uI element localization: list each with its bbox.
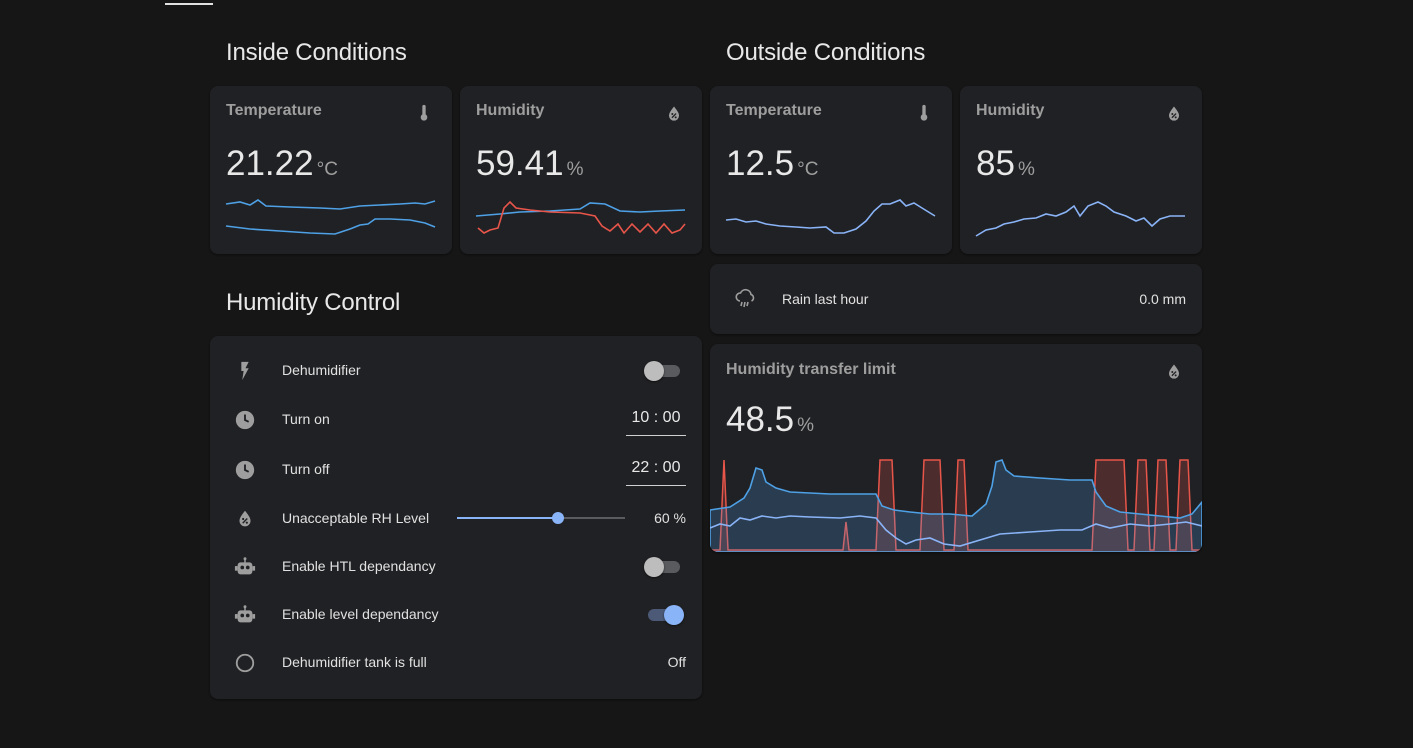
card-title: Humidity bbox=[976, 102, 1045, 119]
turn-off-time-input[interactable]: 22 : 00 bbox=[626, 451, 686, 486]
thermometer-icon bbox=[920, 104, 928, 121]
row-label: Unacceptable RH Level bbox=[282, 510, 430, 526]
row-label: Turn off bbox=[282, 461, 330, 477]
card-title: Humidity transfer limit bbox=[726, 361, 896, 378]
temperature-value: 21.22 °C bbox=[226, 144, 338, 183]
humidity-transfer-limit-chart bbox=[710, 459, 1202, 552]
level-dependancy-toggle[interactable] bbox=[644, 605, 684, 625]
rh-level-slider[interactable] bbox=[457, 512, 625, 524]
rh-level-value: 60 % bbox=[654, 510, 686, 526]
section-title-humidity-control: Humidity Control bbox=[226, 289, 401, 316]
inside-temperature-card[interactable]: Temperature 21.22 °C bbox=[210, 86, 452, 254]
inside-humidity-sparkline bbox=[475, 200, 686, 235]
row-label: Turn on bbox=[282, 411, 330, 427]
weather-pouring-icon bbox=[735, 288, 755, 308]
clock-icon bbox=[235, 410, 255, 430]
row-htl-dependancy[interactable]: Enable HTL dependancy bbox=[210, 546, 702, 586]
slider-handle[interactable] bbox=[551, 512, 564, 524]
outside-temperature-card[interactable]: Temperature 12.5 °C bbox=[710, 86, 952, 254]
humidity-value: 59.41% bbox=[476, 144, 584, 183]
outside-humidity-sparkline bbox=[975, 201, 1185, 237]
card-title: Temperature bbox=[726, 102, 822, 119]
rain-last-hour-card[interactable]: Rain last hour 0.0 mm bbox=[710, 264, 1202, 334]
tank-full-state: Off bbox=[667, 654, 686, 670]
card-title: Humidity bbox=[476, 102, 545, 119]
row-turn-on: Turn on 10 : 00 bbox=[210, 399, 702, 439]
clock-icon bbox=[235, 460, 255, 480]
row-tank-full[interactable]: Dehumidifier tank is full Off bbox=[210, 642, 702, 682]
dehumidifier-toggle[interactable] bbox=[644, 361, 682, 381]
row-turn-off: Turn off 22 : 00 bbox=[210, 449, 702, 489]
outside-temperature-sparkline bbox=[725, 199, 936, 234]
rain-value: 0.0 mm bbox=[1139, 291, 1186, 307]
row-label: Enable HTL dependancy bbox=[282, 558, 436, 574]
thermometer-icon bbox=[420, 104, 428, 121]
water-percent-icon bbox=[239, 510, 251, 527]
circle-outline-icon bbox=[235, 653, 255, 673]
row-label: Enable level dependancy bbox=[282, 606, 439, 622]
outside-humidity-card[interactable]: Humidity 85% bbox=[960, 86, 1202, 254]
inside-temperature-sparkline bbox=[225, 199, 436, 235]
flash-icon bbox=[241, 361, 249, 381]
turn-on-time-input[interactable]: 10 : 00 bbox=[626, 401, 686, 436]
row-label: Dehumidifier tank is full bbox=[282, 654, 427, 670]
humidity-value: 85% bbox=[976, 144, 1035, 183]
section-title-inside: Inside Conditions bbox=[226, 39, 407, 66]
section-title-outside: Outside Conditions bbox=[726, 39, 926, 66]
row-level-dependancy[interactable]: Enable level dependancy bbox=[210, 594, 702, 634]
inside-humidity-card[interactable]: Humidity 59.41% bbox=[460, 86, 702, 254]
row-rh-level: Unacceptable RH Level 60 % bbox=[210, 498, 702, 538]
card-title: Temperature bbox=[226, 102, 322, 119]
robot-icon bbox=[234, 557, 256, 575]
temperature-value: 12.5 °C bbox=[726, 144, 819, 183]
rain-label: Rain last hour bbox=[782, 291, 869, 307]
humidity-control-card: Dehumidifier Turn on 10 : 00 Turn off 22… bbox=[210, 336, 702, 699]
active-tab-indicator[interactable] bbox=[165, 3, 213, 5]
humidity-transfer-limit-card[interactable]: Humidity transfer limit 48.5% bbox=[710, 344, 1202, 552]
row-label: Dehumidifier bbox=[282, 362, 361, 378]
water-percent-icon bbox=[1169, 364, 1179, 379]
htl-dependancy-toggle[interactable] bbox=[644, 557, 682, 577]
row-dehumidifier[interactable]: Dehumidifier bbox=[210, 350, 702, 390]
htl-value: 48.5% bbox=[726, 400, 815, 439]
water-percent-icon bbox=[1169, 106, 1179, 121]
robot-icon bbox=[234, 605, 256, 623]
water-percent-icon bbox=[669, 106, 679, 121]
